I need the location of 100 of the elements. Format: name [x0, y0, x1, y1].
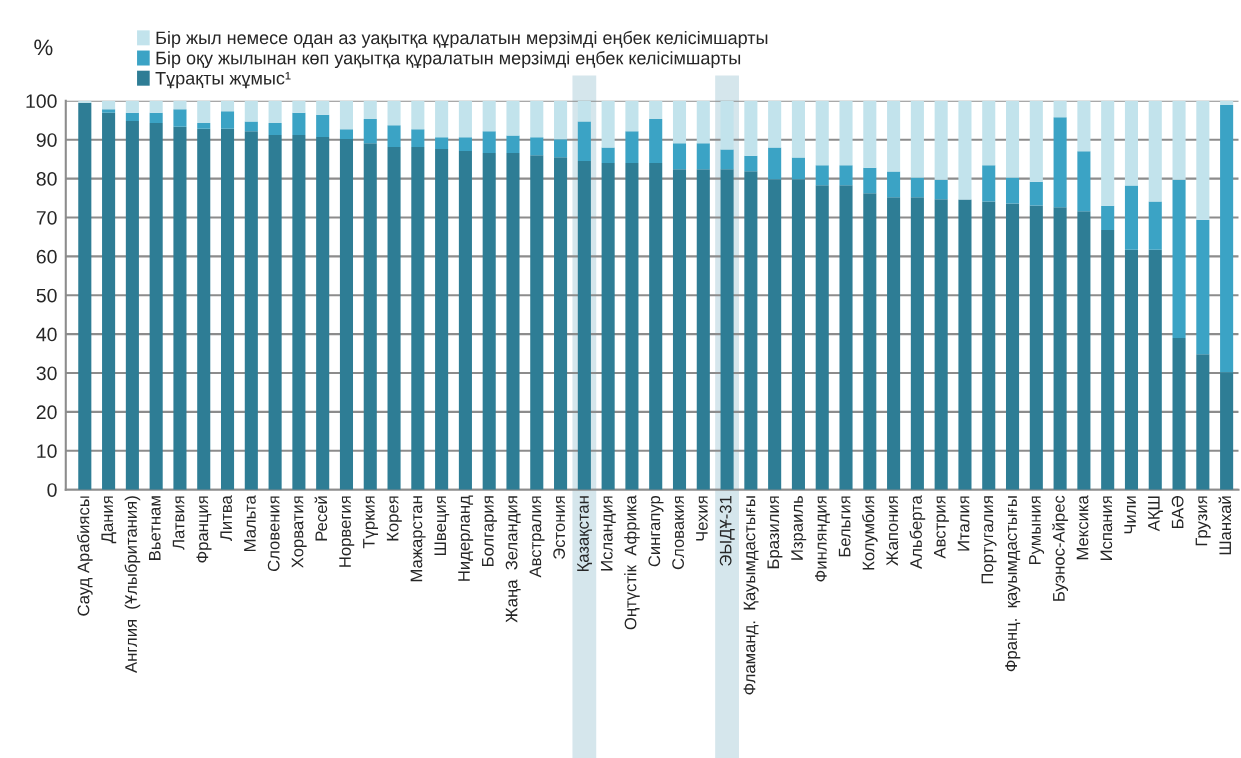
x-tick-label: Румыния [1029, 496, 1045, 565]
x-tick-label: Австралия [529, 496, 545, 578]
bar [125, 121, 139, 490]
x-tick-label: Словакия [672, 496, 684, 570]
bar [102, 100, 116, 110]
bar [339, 129, 354, 139]
bar [78, 102, 92, 490]
bar [244, 121, 258, 132]
bar [1172, 179, 1186, 339]
x-tick-label: Бразилия [767, 496, 783, 569]
bar [197, 128, 211, 490]
bar [1124, 100, 1139, 186]
bar [1196, 354, 1210, 490]
bar [910, 197, 924, 490]
bar [482, 100, 496, 132]
bar [1053, 100, 1067, 118]
x-tick-label: Грузия [1195, 496, 1211, 546]
x-tick-label: Қазақстан [577, 496, 592, 572]
bar [482, 131, 496, 153]
x-tick-label: Норвегия [339, 496, 355, 567]
y-tick-label: 60 [36, 249, 57, 264]
bar [244, 131, 258, 490]
bar [339, 138, 354, 490]
bar [744, 171, 758, 490]
x-tick-label: Финляндия [814, 496, 830, 582]
bar [1005, 177, 1020, 204]
bar [268, 135, 282, 490]
bar [910, 100, 924, 178]
x-tick-label: Швеция [434, 496, 450, 555]
x-tick-label: Нидерланд [458, 495, 474, 581]
x-tick-label: Болгария [482, 496, 497, 566]
x-tick-label: Мексика [1076, 495, 1089, 560]
x-tick-label: Жаңа Зеландия [505, 496, 521, 623]
x-tick-label: Дания [101, 496, 117, 544]
bar [1124, 185, 1139, 250]
bar [863, 193, 877, 490]
bar [649, 100, 663, 120]
x-tick-label: Вьетнам [149, 496, 161, 560]
y-tick-label: 40 [36, 327, 57, 342]
x-tick-label: Шанхай [1218, 496, 1232, 555]
bar [363, 143, 377, 490]
bar [173, 109, 187, 127]
x-tick-label: Ресей [314, 496, 328, 541]
bar [411, 129, 425, 148]
x-tick-label: Испания [1100, 496, 1113, 560]
bar [554, 157, 568, 490]
bar [292, 135, 306, 490]
bar [577, 161, 591, 490]
bar [530, 137, 544, 156]
legend-label: Бір жыл немесе одан аз уақытқа құралатын мерзімді еңбек келісімшарты [156, 30, 768, 48]
bar [720, 149, 734, 170]
bar [672, 100, 687, 144]
bar [411, 147, 425, 490]
bar [887, 171, 901, 198]
x-tick-label: Чехия [696, 496, 708, 541]
bar [1077, 151, 1091, 212]
y-tick-label: 30 [36, 366, 57, 381]
bar [1029, 100, 1043, 182]
x-tick-label: Исландия [600, 496, 616, 571]
bar [601, 100, 615, 148]
bar [1101, 229, 1115, 490]
y-axis-title: % [34, 39, 53, 56]
bar [435, 137, 449, 150]
bar [506, 100, 520, 136]
legend-label: Тұрақты жұмыс¹ [155, 72, 291, 89]
x-tick-label: ЭЫДҰ-31 [719, 496, 735, 566]
x-tick-label: Италия [957, 496, 970, 551]
bar [363, 100, 377, 120]
bar [1220, 100, 1234, 106]
bar [696, 100, 710, 144]
bar [149, 100, 163, 113]
bar [102, 109, 116, 113]
bar [768, 100, 782, 148]
bar [339, 100, 354, 130]
bar [1101, 100, 1115, 206]
x-tick-label: Альберта [909, 495, 926, 569]
bar [292, 100, 306, 113]
bar [125, 112, 139, 122]
bar [220, 111, 235, 129]
x-tick-label: Сингапур [648, 495, 664, 567]
bar [649, 119, 663, 164]
bar [220, 128, 235, 490]
bar [435, 149, 449, 490]
bar [625, 100, 639, 132]
bar [102, 112, 116, 490]
bar [982, 100, 996, 166]
bar [1196, 219, 1210, 355]
bar [1005, 203, 1020, 490]
legend-label: Бір оқу жылынан көп уақытқа құралатын мерзімді еңбек келісімшарты [156, 51, 741, 68]
bar [244, 100, 258, 122]
x-tick-label: Словения [267, 496, 280, 572]
x-tick-label: Хорватия [291, 496, 307, 568]
bar [1172, 100, 1186, 180]
bar [1005, 100, 1020, 178]
bar [934, 100, 948, 180]
bar [506, 135, 520, 153]
bar [1077, 100, 1091, 152]
bar [958, 199, 972, 490]
bar [696, 143, 710, 170]
bar [458, 150, 472, 490]
